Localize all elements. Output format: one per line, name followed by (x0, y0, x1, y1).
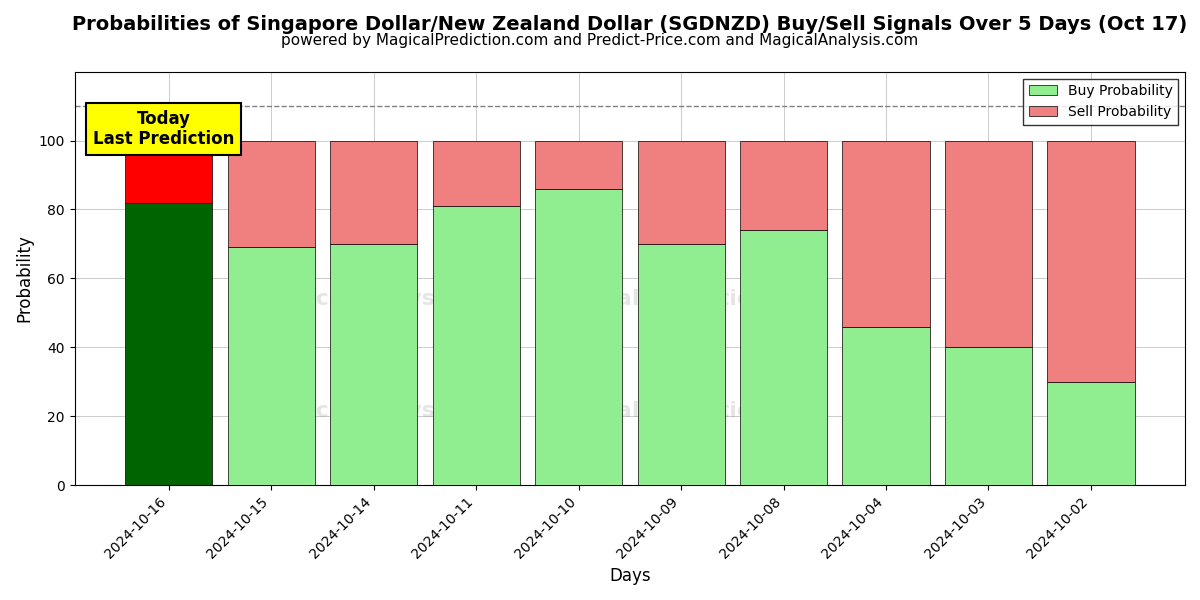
X-axis label: Days: Days (610, 567, 650, 585)
Text: Today
Last Prediction: Today Last Prediction (92, 110, 234, 148)
Legend: Buy Probability, Sell Probability: Buy Probability, Sell Probability (1024, 79, 1178, 125)
Text: MagicalPrediction.com: MagicalPrediction.com (542, 289, 828, 309)
Bar (330, 140, 418, 244)
Bar (330, 244, 418, 485)
Bar (944, 347, 1032, 485)
Text: MagicalAnalysis.com: MagicalAnalysis.com (254, 289, 516, 309)
Bar (125, 203, 212, 485)
Bar (842, 326, 930, 485)
Bar (228, 247, 314, 485)
Bar (228, 140, 314, 247)
Bar (740, 140, 827, 230)
Bar (125, 140, 212, 203)
Bar (535, 189, 622, 485)
Bar (637, 244, 725, 485)
Bar (1048, 140, 1134, 382)
Bar (944, 140, 1032, 347)
Bar (535, 140, 622, 189)
Text: MagicalPrediction.com: MagicalPrediction.com (542, 401, 828, 421)
Text: MagicalAnalysis.com: MagicalAnalysis.com (254, 401, 516, 421)
Bar (1048, 382, 1134, 485)
Bar (432, 206, 520, 485)
Bar (637, 140, 725, 244)
Bar (842, 140, 930, 326)
Text: powered by MagicalPrediction.com and Predict-Price.com and MagicalAnalysis.com: powered by MagicalPrediction.com and Pre… (281, 33, 919, 48)
Title: Probabilities of Singapore Dollar/New Zealand Dollar (SGDNZD) Buy/Sell Signals O: Probabilities of Singapore Dollar/New Ze… (72, 15, 1188, 34)
Y-axis label: Probability: Probability (16, 235, 34, 322)
Bar (740, 230, 827, 485)
Bar (432, 140, 520, 206)
